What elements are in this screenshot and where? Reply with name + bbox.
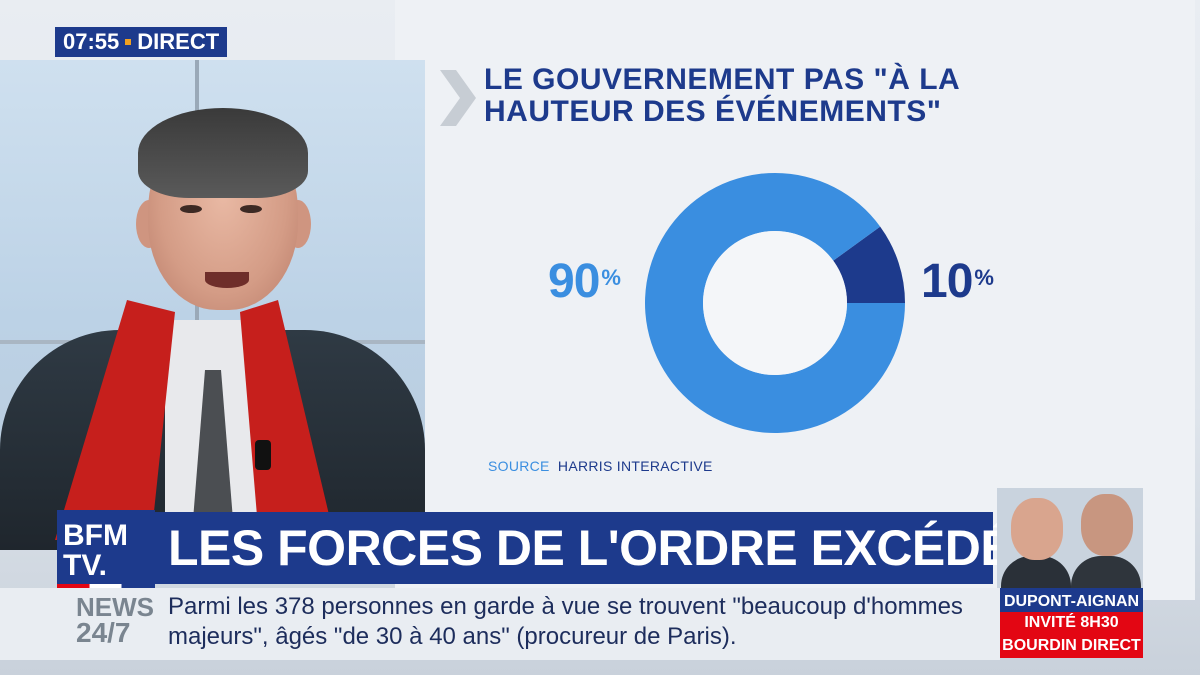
news-hours-label: 24/7: [76, 617, 131, 648]
chevron-right-icon: [440, 70, 476, 126]
right-percentage: 10%: [921, 255, 994, 308]
headline-text: LES FORCES DE L'ORDRE EXCÉDÉES: [168, 520, 1079, 576]
news-label: NEWS: [76, 592, 154, 622]
news-ticker: Parmi les 378 personnes en garde à vue s…: [168, 593, 963, 650]
headline: LES FORCES DE L'ORDRE EXCÉDÉES.: [168, 518, 1093, 578]
presenter-eye: [240, 205, 262, 213]
donut-slice-10: [833, 226, 905, 303]
presenter-eye: [180, 205, 202, 213]
guest-2-face: [1081, 494, 1133, 556]
right-value: 10: [921, 255, 973, 308]
clock-time: 07:55: [63, 29, 120, 54]
donut-slice-90: [645, 172, 905, 433]
live-time-tag: 07:55 DIRECT: [55, 27, 228, 57]
source-name: HARRIS INTERACTIVE: [557, 458, 713, 474]
logo-line-2: TV.: [63, 549, 107, 582]
guest-show: BOURDIN DIRECT: [1000, 634, 1143, 658]
guest-photos: [997, 488, 1143, 588]
donut-chart: [645, 172, 905, 433]
headline-bar: [155, 512, 993, 584]
live-label: DIRECT: [137, 29, 220, 54]
source-label: SOURCE: [488, 458, 550, 474]
left-value: 90: [548, 255, 600, 308]
presenter-hair: [138, 108, 308, 198]
guest-time: INVITÉ 8H30: [1000, 612, 1143, 634]
left-percentage: 90%: [548, 255, 621, 308]
guest-1-face: [1011, 498, 1063, 560]
channel-logo: BFM TV.: [57, 510, 155, 592]
lapel-mic: [255, 440, 271, 470]
separator-dot: [125, 39, 132, 45]
donut-hole: [703, 231, 847, 375]
guest-2-body: [1071, 556, 1141, 588]
ticker-background: [0, 588, 1000, 660]
percent-sign: %: [974, 265, 994, 290]
logo-line-1: BFM: [63, 519, 128, 552]
guest-names: DUPONT-AIGNAN: [1000, 588, 1143, 616]
graphic-title: LE GOUVERNEMENT PAS "À LA HAUTEUR DES ÉV…: [484, 63, 960, 128]
news-247-label: NEWS 24/7: [76, 592, 154, 648]
guest-1-body: [1001, 556, 1071, 588]
presenter-mouth: [205, 272, 249, 288]
source-line: SOURCE HARRIS INTERACTIVE: [488, 458, 713, 474]
percent-sign: %: [601, 265, 621, 290]
